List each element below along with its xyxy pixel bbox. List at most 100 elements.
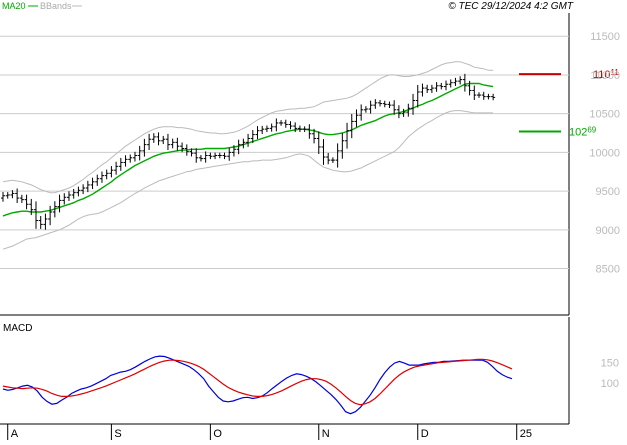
price-bar [481, 91, 486, 100]
price-bar [401, 108, 406, 117]
price-tick-label: 10000 [589, 147, 620, 159]
price-tick-label: 9000 [596, 225, 620, 237]
price-bar [316, 131, 321, 155]
price-bar [326, 152, 331, 165]
price-bar [255, 126, 260, 140]
price-bar [420, 83, 425, 97]
x-tick-label: O [213, 428, 222, 440]
price-bar [340, 132, 345, 159]
price-bar [156, 132, 161, 146]
price-bar [307, 124, 312, 139]
price-bar [264, 125, 269, 133]
price-bar [425, 84, 430, 93]
macd-y-axis: 100 150 [601, 357, 619, 390]
price-bar [486, 93, 491, 100]
price-y-axis: 8500 9000 9500 10000 10500 11000 11500 [589, 31, 620, 275]
price-bar [76, 186, 81, 197]
resistance-level-label: 11011 [593, 68, 619, 81]
price-bar [458, 76, 463, 85]
price-bar [406, 103, 411, 117]
legend-bands-label: BBands [40, 1, 72, 11]
price-tick-label: 8500 [596, 264, 620, 276]
price-bar [382, 100, 387, 108]
price-tick-label: 11500 [590, 31, 620, 43]
price-bar [444, 80, 449, 91]
price-bar [198, 154, 203, 162]
price-tick-label: 10500 [589, 109, 620, 121]
price-bar [378, 99, 383, 107]
bollinger-bands [2, 61, 494, 250]
price-bar [411, 93, 416, 115]
price-bar [349, 113, 354, 139]
price-bar [99, 171, 104, 183]
resistance-level-decimals: 11 [611, 68, 620, 77]
macd-tick-label: 150 [601, 357, 619, 369]
x-tick-label: D [421, 428, 429, 440]
price-bar [274, 118, 279, 132]
copyright-label: © TEC 29/12/2024 4:2 GMT [448, 1, 574, 12]
price-bar [269, 123, 274, 132]
price-bar [175, 137, 180, 151]
price-bar [142, 138, 147, 157]
price-bar [194, 148, 199, 163]
support-level-decimals: 69 [587, 126, 596, 135]
price-bar [392, 100, 397, 115]
price-tick-label: 9500 [596, 186, 620, 198]
price-bar [15, 188, 20, 204]
price-bar [147, 133, 152, 151]
price-bar [10, 190, 15, 199]
price-bar [345, 122, 350, 149]
price-bar [109, 166, 114, 178]
price-bar [222, 152, 227, 160]
price-bar [151, 133, 156, 143]
price-bar [48, 205, 53, 226]
x-tick-label: 25 [520, 428, 532, 440]
price-bar [81, 184, 86, 195]
legend-ma-label: MA20 [2, 1, 26, 11]
price-bar [137, 145, 142, 161]
price-bar [250, 130, 255, 143]
price-bar [71, 188, 76, 199]
price-bar [170, 138, 175, 149]
price-bar [477, 92, 482, 98]
price-bar [213, 152, 218, 160]
price-bar [43, 213, 48, 230]
price-bar [203, 151, 208, 163]
price-tick-label: 11000 [590, 70, 620, 82]
price-bar [434, 82, 439, 92]
x-tick-label: A [11, 428, 19, 440]
price-bar [38, 215, 43, 229]
upper-band-line [2, 61, 494, 194]
price-bar [491, 93, 496, 101]
resistance-level-value: 110 [593, 69, 611, 81]
price-bar [467, 80, 472, 96]
price-bar [123, 155, 128, 167]
macd-line [2, 355, 513, 415]
price-bar [231, 145, 236, 157]
price-bar [184, 144, 189, 156]
price-bar [297, 125, 302, 133]
price-bar [132, 151, 137, 162]
price-bar [52, 201, 57, 218]
price-bar [236, 139, 241, 155]
price-bar [62, 193, 67, 205]
price-bar [330, 157, 335, 163]
price-bar [429, 84, 434, 93]
price-bar [335, 143, 340, 168]
price-bar [246, 133, 251, 147]
price-bar [227, 147, 232, 161]
price-bar [33, 201, 38, 229]
price-bar [472, 85, 477, 101]
support-level-label: 10269 [569, 126, 597, 139]
price-bar [90, 177, 95, 190]
price-bar [1, 192, 5, 202]
price-bar [208, 152, 213, 160]
macd-lines [2, 355, 513, 415]
price-bar [180, 142, 185, 153]
price-bar [448, 79, 453, 88]
lower-band-line [2, 110, 494, 250]
price-bar [29, 198, 34, 216]
price-bar [161, 135, 166, 145]
